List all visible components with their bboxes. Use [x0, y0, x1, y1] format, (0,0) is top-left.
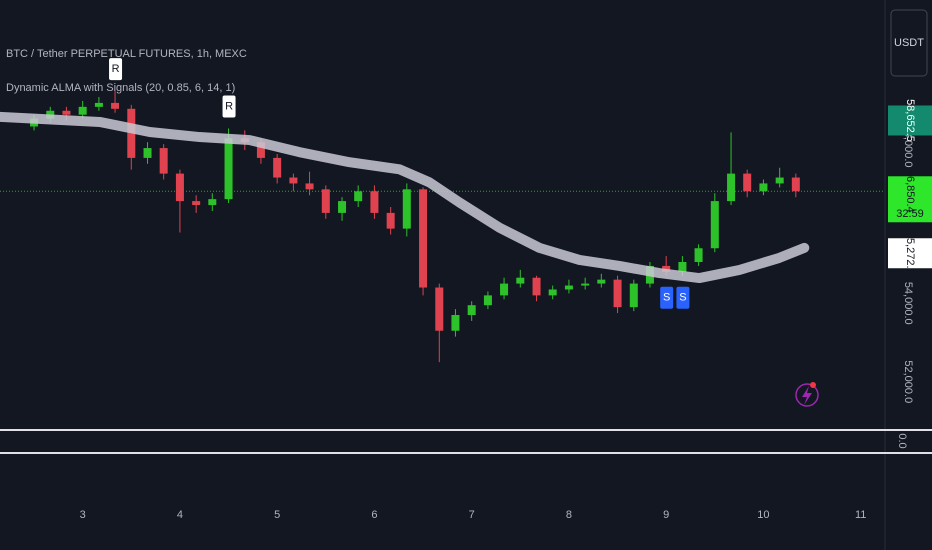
signal-badge	[222, 95, 236, 118]
candle-body	[500, 283, 509, 296]
y-tick-label: 54,000.0	[902, 282, 914, 325]
candle-body	[175, 173, 184, 202]
candle-body	[759, 183, 768, 192]
price-label: 56,850.4	[904, 170, 916, 213]
x-tick-label: 9	[663, 509, 669, 521]
signal-label: S	[663, 292, 670, 304]
candle-body	[111, 102, 120, 109]
candle-body	[597, 279, 606, 284]
candle-body	[208, 199, 217, 206]
candle-body	[564, 285, 573, 290]
chart-title: BTC / Tether PERPETUAL FUTURES, 1h, MEXC	[6, 48, 247, 60]
candle-body	[159, 148, 168, 174]
x-tick-label: 10	[757, 509, 769, 521]
candle-body	[775, 177, 784, 184]
lightning-icon	[795, 382, 819, 407]
candle-body	[289, 177, 298, 184]
candle-body	[192, 201, 201, 206]
candle-body	[532, 277, 541, 296]
candle-body	[451, 315, 460, 331]
candle-body	[273, 157, 282, 178]
candle-body	[516, 277, 525, 284]
candle-body	[710, 201, 719, 249]
candle-body	[305, 183, 314, 190]
candle-body	[613, 279, 622, 308]
candle-body	[402, 189, 411, 229]
candle-body	[467, 305, 476, 316]
candle-body	[321, 189, 330, 213]
signal-badge	[109, 58, 123, 81]
candle-body	[143, 148, 152, 158]
price-label: 58,652.5	[904, 99, 916, 142]
candle-body	[94, 102, 103, 107]
x-tick-label: 5	[274, 509, 280, 521]
candle-body	[743, 173, 752, 192]
y-tick-label: 52,000.0	[902, 360, 914, 403]
signal-label: S	[679, 292, 686, 304]
candle-body	[78, 106, 87, 115]
price-countdown: 32:59	[896, 208, 924, 220]
candle-body	[419, 189, 428, 288]
pane2-tick-label: 0.0	[896, 433, 908, 448]
candle-body	[370, 191, 379, 213]
x-tick-label: 4	[177, 509, 183, 521]
candle-body	[483, 295, 492, 306]
x-tick-label: 7	[469, 509, 475, 521]
x-tick-label: 8	[566, 509, 572, 521]
candle-body	[354, 191, 363, 202]
candle-body	[791, 177, 800, 192]
candle-body	[678, 261, 687, 272]
candle-body	[581, 283, 590, 286]
price-label-box	[888, 176, 932, 223]
candle-body	[548, 289, 557, 296]
signal-label: R	[225, 100, 233, 112]
candle-body	[62, 110, 71, 115]
x-tick-label: 11	[855, 509, 866, 521]
candle-body	[727, 173, 736, 202]
price-label: 55,272.7	[904, 232, 916, 275]
price-label-box	[888, 105, 932, 136]
price-label-box	[888, 238, 932, 269]
alma-line	[0, 111, 810, 284]
indicator-title: Dynamic ALMA with Signals (20, 0.85, 6, …	[6, 82, 235, 94]
candle-body	[256, 142, 265, 158]
x-tick-label: 3	[80, 509, 86, 521]
x-tick-label: 6	[371, 509, 377, 521]
candle-body	[338, 201, 347, 213]
candle-body	[629, 283, 638, 308]
currency[interactable]: USDT	[894, 37, 924, 49]
candle-body	[435, 287, 444, 331]
signal-badge	[676, 286, 690, 309]
currency-button[interactable]	[890, 9, 928, 77]
candle-body	[694, 248, 703, 262]
signal-badge	[660, 286, 674, 309]
candle-body	[224, 138, 233, 200]
signal-label: R	[112, 63, 120, 75]
candle-body	[386, 212, 395, 229]
